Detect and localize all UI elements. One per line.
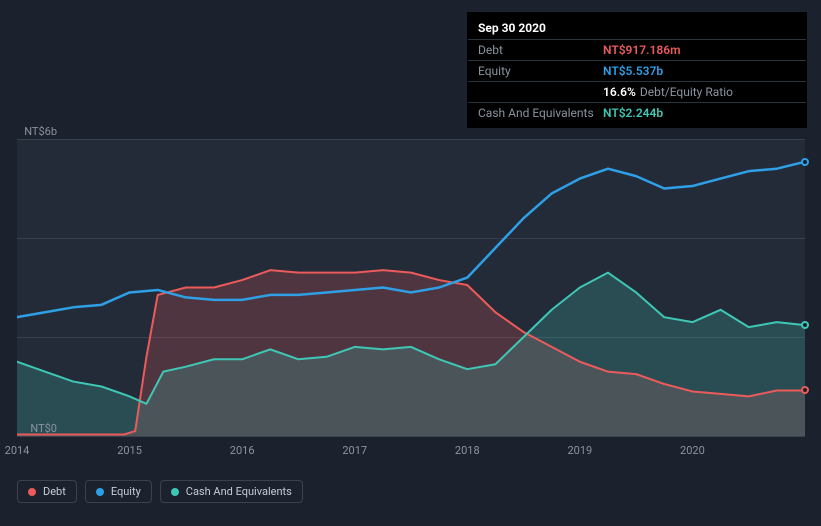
x-axis-label: 2014 [5, 444, 30, 457]
series-end-marker [801, 158, 809, 166]
info-row: EquityNT$5.537b [468, 60, 806, 81]
legend-dot-icon [96, 488, 104, 496]
info-value: NT$917.186m [603, 43, 681, 57]
gridline [17, 436, 805, 437]
info-value: NT$5.537b [603, 64, 663, 78]
x-axis-label: 2020 [680, 444, 705, 457]
series-end-marker [801, 386, 809, 394]
x-axis-label: 2019 [567, 444, 592, 457]
info-row: DebtNT$917.186m [468, 39, 806, 60]
legend-label: Cash And Equivalents [186, 485, 292, 498]
info-label: Equity [478, 64, 603, 78]
legend-item[interactable]: Equity [85, 480, 152, 503]
info-card-date: Sep 30 2020 [468, 17, 806, 39]
y-axis-label: NT$0 [0, 422, 57, 435]
info-row: Cash And EquivalentsNT$2.244b [468, 102, 806, 123]
info-value: NT$2.244b [603, 106, 663, 120]
info-value: 16.6% [603, 85, 636, 99]
legend-dot-icon [28, 488, 36, 496]
y-axis-label: NT$6b [0, 125, 57, 138]
info-card: Sep 30 2020 DebtNT$917.186mEquityNT$5.53… [467, 12, 807, 128]
info-label: Cash And Equivalents [478, 106, 603, 120]
x-axis-label: 2018 [455, 444, 480, 457]
series-end-marker [801, 321, 809, 329]
legend-label: Equity [111, 485, 141, 498]
chart-plot-area [17, 139, 805, 436]
legend-item[interactable]: Debt [17, 480, 77, 503]
chart-series-svg [17, 139, 805, 436]
info-sub: Debt/Equity Ratio [640, 85, 733, 99]
legend: Debt Equity Cash And Equivalents [17, 480, 303, 503]
info-row: 16.6% Debt/Equity Ratio [468, 81, 806, 102]
legend-item[interactable]: Cash And Equivalents [160, 480, 303, 503]
x-axis-label: 2016 [230, 444, 255, 457]
x-axis-label: 2017 [342, 444, 367, 457]
info-label: Debt [478, 43, 603, 57]
info-label [478, 85, 603, 99]
x-axis-label: 2015 [117, 444, 142, 457]
legend-dot-icon [171, 488, 179, 496]
legend-label: Debt [43, 485, 66, 498]
